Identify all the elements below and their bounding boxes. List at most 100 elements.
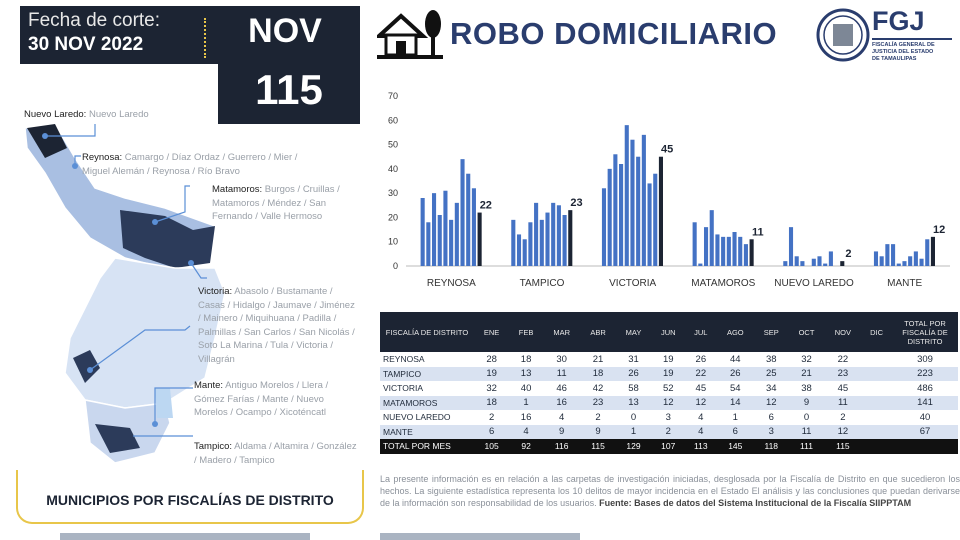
bar: [601, 188, 607, 266]
month-total-panel: [218, 64, 360, 124]
bar: [636, 156, 641, 266]
table-header-cell: JUN: [651, 312, 686, 352]
table-cell: 19: [662, 353, 674, 365]
bar-chart: 0 10 20 30 40 50 60 70 22 REYNOSA 23 TAMPICO 45 VICTO…: [388, 91, 950, 289]
bar: [732, 232, 737, 266]
y-tick-label: 20: [388, 212, 398, 222]
table-header-row: FISCALÍA DE DISTRITO ENE FEB MAR ABR MAY JUN JU…: [380, 312, 958, 352]
district-name-cell: NUEVO LAREDO: [383, 412, 451, 423]
table-cell: 12: [754, 395, 789, 410]
table-cell: 14: [716, 395, 755, 410]
table-cell: [861, 395, 892, 410]
district-name-cell: TOTAL POR MES: [380, 439, 474, 454]
bar: [511, 219, 516, 266]
bar: [879, 256, 884, 266]
table-cell: 38: [765, 353, 777, 365]
region-reynosa: Reynosa: Camargo / Díaz Ordaz / Guerrero…: [82, 152, 298, 177]
state-seal-icon: [816, 8, 870, 62]
bar: [477, 212, 482, 266]
table-cell: [861, 352, 892, 367]
table-header-cell: JUL: [685, 312, 717, 352]
leader-line: [190, 262, 207, 279]
table-cell: 52: [662, 382, 674, 394]
table-cell: 21: [592, 353, 604, 365]
bar: [721, 236, 726, 266]
table-header-cell: MAR: [542, 312, 581, 352]
table-cell: 115: [580, 439, 616, 454]
bar: [743, 244, 748, 266]
table-cell: 2: [595, 411, 601, 423]
table-cell: 486: [917, 382, 933, 394]
table-header-cell: AGO: [716, 312, 755, 352]
table-cell: 34: [765, 382, 777, 394]
bar: [896, 263, 901, 266]
map-caption-frame: [16, 470, 364, 524]
bar: [885, 244, 890, 266]
table-cell: 22: [685, 366, 717, 381]
bar: [653, 173, 658, 266]
main-title: ROBO DOMICILIARIO: [450, 16, 778, 51]
bar: [449, 219, 454, 266]
y-tick-label: 50: [388, 140, 398, 150]
tamaulipas-map: [24, 123, 226, 464]
x-tick-label: MATAMOROS: [691, 278, 755, 289]
data-table: FISCALÍA DE DISTRITO ENE FEB MAR ABR MAY JUN JU…: [380, 312, 958, 454]
table-cell: 18: [474, 395, 510, 410]
bar: [562, 215, 567, 266]
bar: [443, 190, 448, 266]
leader-line: [154, 387, 193, 424]
table-cell: 309: [917, 353, 933, 365]
cut-label: Fecha de corte:: [28, 10, 161, 31]
bar: [460, 159, 465, 266]
bar: [873, 251, 879, 266]
table-cell: 38: [801, 382, 812, 394]
bar: [891, 244, 896, 266]
table-cell: 1: [509, 395, 543, 410]
header-divider: [204, 18, 206, 58]
bar: [471, 188, 476, 266]
table-cell: 118: [754, 439, 789, 454]
bar: [630, 139, 635, 266]
table-cell: 12: [685, 395, 717, 410]
leader-line: [154, 185, 190, 223]
table-cell: 28: [486, 353, 497, 365]
district-name-cell: MANTE: [380, 424, 474, 439]
bar: [703, 227, 709, 266]
bar: [783, 261, 788, 266]
bar: [925, 239, 930, 266]
bar: [613, 154, 618, 266]
fgj-logo-text: FGJ: [872, 6, 925, 36]
table-cell: 13: [509, 366, 543, 381]
table-row: TOTAL POR MES 105 92 116 115 129 107 113 145 118 1…: [380, 439, 958, 454]
table-cell: 16: [542, 395, 581, 410]
table-cell: [861, 439, 892, 454]
bar: [709, 210, 714, 266]
table-cell: 11: [788, 424, 825, 439]
table-cell: 9: [788, 395, 825, 410]
bar: [551, 202, 556, 266]
bar: [437, 215, 442, 266]
table-cell: 23: [824, 366, 862, 381]
x-tick-label: MANTE: [887, 278, 922, 289]
bar: [619, 164, 624, 266]
table-cell: 19: [474, 366, 510, 381]
region-nuevo-laredo: Nuevo Laredo: Nuevo Laredo: [24, 109, 149, 120]
table-cell: 42: [592, 382, 604, 394]
leader-line: [74, 155, 81, 166]
table-cell: 40: [520, 382, 532, 394]
bar: [919, 258, 924, 266]
bar: [913, 251, 918, 266]
logo-rule: [872, 38, 952, 40]
table-cell: 113: [685, 439, 717, 454]
map-region-nuevo-laredo: [27, 124, 67, 158]
table-header-cell: NOV: [824, 312, 862, 352]
table-cell: 31: [628, 353, 639, 365]
bar: [908, 256, 913, 266]
bar: [624, 125, 629, 266]
table-cell: 45: [837, 382, 849, 394]
data-label: 45: [661, 144, 673, 156]
table-cell: 11: [542, 366, 581, 381]
bar: [641, 134, 646, 266]
map-caption: MUNICIPIOS POR FISCALÍAS DE DISTRITO: [46, 492, 334, 508]
table-row: NUEVO LAREDO 2 16 4 2 0 3 4 1 6 0 2 40: [380, 410, 958, 425]
